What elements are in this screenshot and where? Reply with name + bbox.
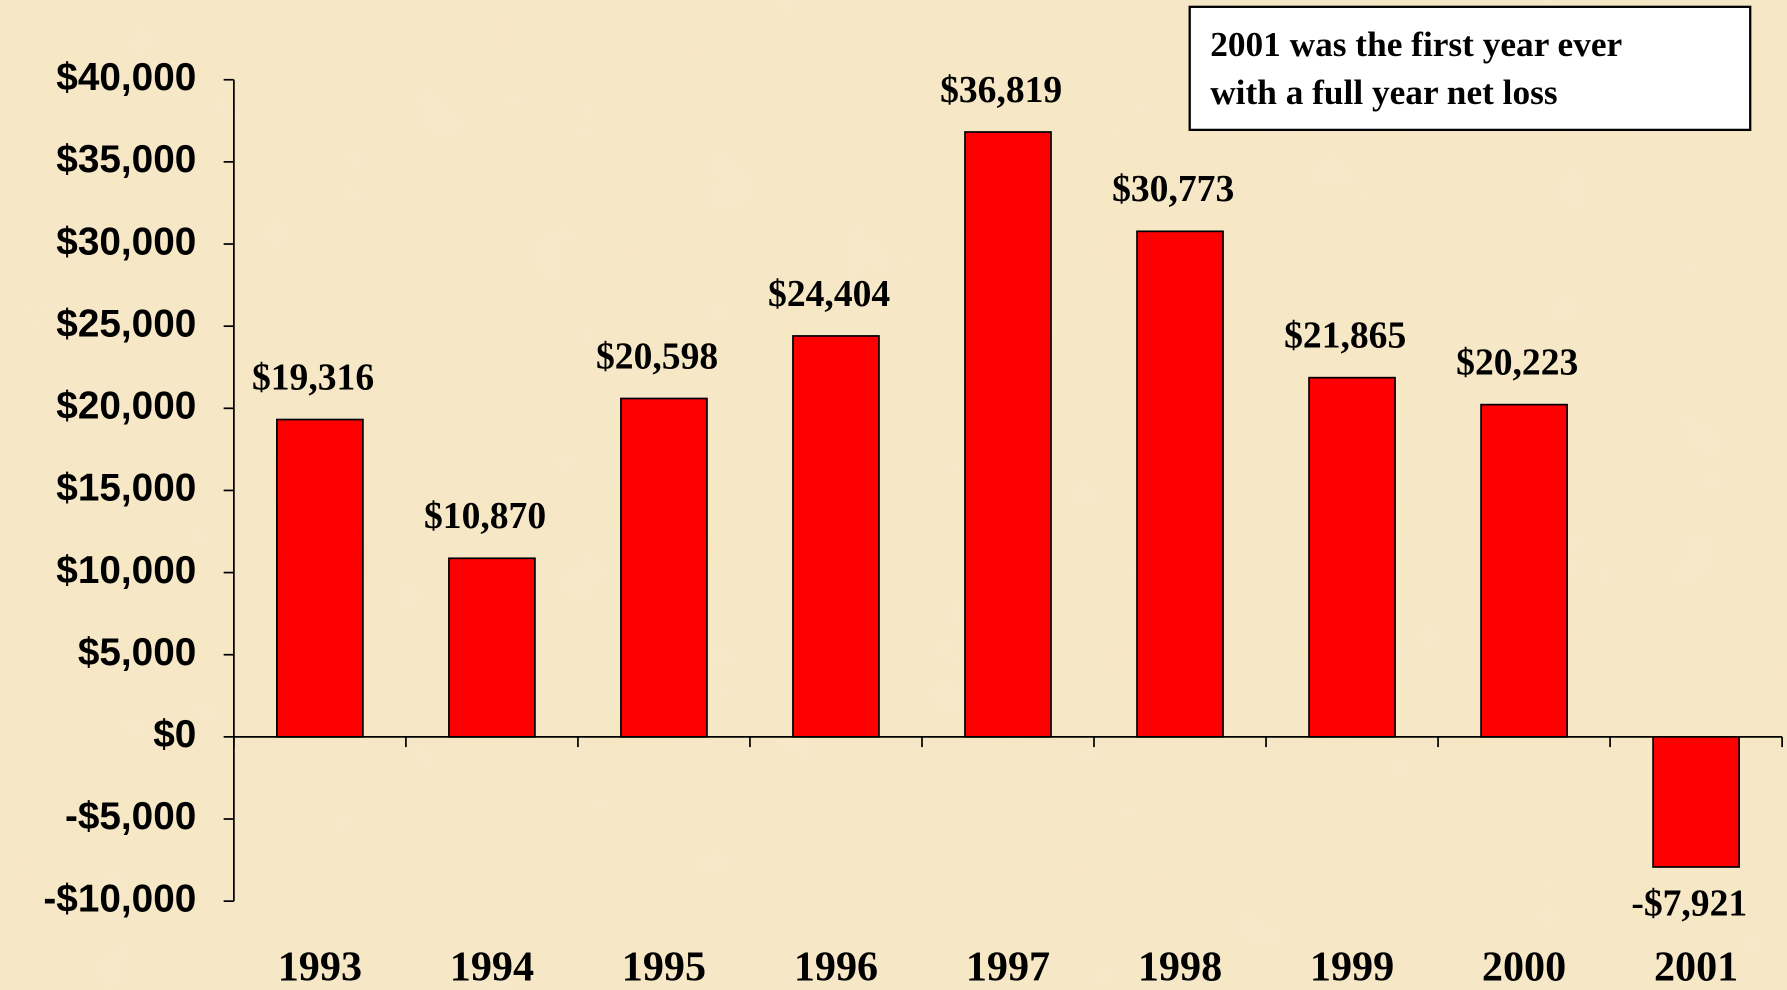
bar [620, 397, 708, 738]
x-tick-label: 2000 [1482, 943, 1566, 990]
bar [1136, 230, 1224, 738]
value-label: $30,773 [1112, 169, 1234, 210]
y-tick-label: $35,000 [56, 138, 196, 181]
x-tick-label: 1993 [278, 943, 362, 990]
y-tick-label: -$5,000 [65, 795, 196, 838]
y-tick-label: $30,000 [56, 220, 196, 263]
value-label: $19,316 [252, 357, 374, 398]
y-tick-label: $5,000 [78, 631, 196, 674]
value-label: $21,865 [1284, 316, 1406, 357]
y-tick-label: $15,000 [56, 467, 196, 510]
value-label: $24,404 [768, 274, 890, 315]
bar [792, 335, 880, 738]
annotation-line: with a full year net loss [1210, 73, 1557, 112]
annotation-line: 2001 was the first year ever [1210, 25, 1622, 64]
y-tick-label: $40,000 [56, 56, 196, 99]
x-tick-label: 2001 [1654, 943, 1738, 990]
bar [1308, 376, 1396, 738]
annotation-box [1188, 5, 1752, 132]
bar [448, 557, 536, 738]
y-tick-label: $25,000 [56, 302, 196, 345]
value-label: $20,223 [1456, 343, 1578, 384]
x-tick-label: 1995 [622, 943, 706, 990]
value-label: $20,598 [596, 336, 718, 377]
y-tick-label: $10,000 [56, 549, 196, 592]
x-tick-label: 1996 [794, 943, 878, 990]
bar [1480, 403, 1568, 738]
x-tick-label: 1998 [1138, 943, 1222, 990]
value-label: -$7,921 [1631, 883, 1747, 924]
y-tick-label: $20,000 [56, 385, 196, 428]
bar [276, 418, 364, 738]
value-label: $36,819 [940, 70, 1062, 111]
value-label: $10,870 [424, 496, 546, 537]
x-tick-label: 1999 [1310, 943, 1394, 990]
y-tick-label: -$10,000 [43, 877, 196, 920]
x-tick-label: 1997 [966, 943, 1050, 990]
bar [1652, 736, 1740, 868]
y-tick-label: $0 [153, 713, 196, 756]
x-tick-label: 1994 [450, 943, 534, 990]
bar [964, 131, 1052, 738]
